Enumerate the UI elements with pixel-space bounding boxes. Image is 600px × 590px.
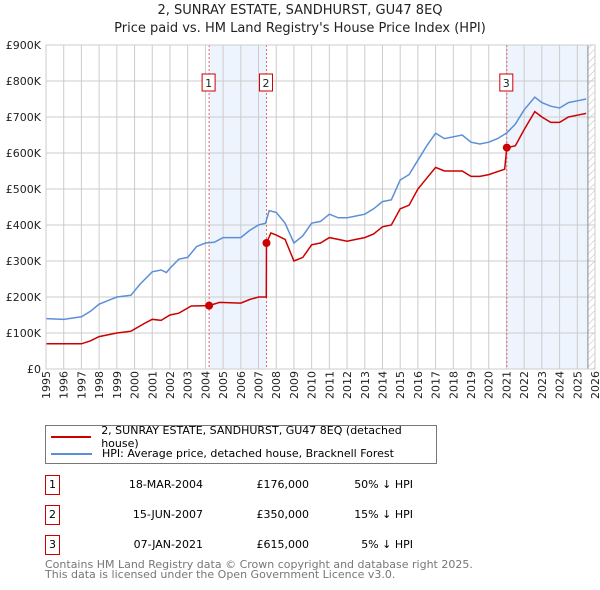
x-tick-label: 2024 xyxy=(554,371,567,399)
x-tick-label: 2021 xyxy=(500,371,513,399)
sale-row: 1 18-MAR-2004 £176,000 50% ↓ HPI xyxy=(45,475,445,495)
x-tick-label: 2016 xyxy=(412,371,425,399)
x-tick-label: 1999 xyxy=(111,371,124,399)
x-tick-label: 1995 xyxy=(40,371,53,399)
x-tick-label: 2022 xyxy=(518,371,531,399)
y-tick-label: £200K xyxy=(6,291,42,304)
chart-title: 2, SUNRAY ESTATE, SANDHURST, GU47 8EQ xyxy=(157,3,443,18)
x-tick-label: 1998 xyxy=(93,371,106,399)
x-tick-label: 1996 xyxy=(58,371,71,399)
sale-price: £176,000 xyxy=(256,478,310,491)
sale-box xyxy=(201,73,216,92)
x-tick-label: 2012 xyxy=(341,371,354,399)
sale-row: 3 07-JAN-2021 £615,000 5% ↓ HPI xyxy=(45,535,445,555)
y-tick-label: £600K xyxy=(6,147,42,160)
x-tick-label: 2003 xyxy=(182,371,195,399)
legend: 2, SUNRAY ESTATE, SANDHURST, GU47 8EQ (d… xyxy=(45,423,437,464)
sale-point xyxy=(502,143,511,152)
sale-box xyxy=(258,73,273,92)
y-tick-label: £100K xyxy=(6,327,42,340)
legend-swatch-hpi xyxy=(51,452,92,455)
sale-point xyxy=(262,239,271,247)
y-tick-label: £400K xyxy=(6,219,42,232)
x-tick-label: 2020 xyxy=(483,371,496,399)
hpi-line xyxy=(45,96,587,321)
footer: Contains HM Land Registry data © Crown c… xyxy=(45,558,473,581)
x-tick-label: 2007 xyxy=(253,371,266,399)
sale-box-label: 1 xyxy=(205,77,212,90)
x-tick-label: 2002 xyxy=(164,371,177,399)
x-tick-label: 2011 xyxy=(323,371,336,399)
x-tick-label: 2006 xyxy=(235,371,248,399)
sale-price: £350,000 xyxy=(256,508,310,521)
shaded-period xyxy=(209,45,267,369)
plot-area: 1995 1996 1997 1998 1999 2000 2001 2002 2003 2004… xyxy=(6,39,600,399)
sale-marker-label: 3 xyxy=(45,535,60,555)
x-tick-label: 2026 xyxy=(589,371,600,399)
x-tick-label: 2005 xyxy=(217,371,230,399)
sale-hpi-diff: 5% ↓ HPI xyxy=(361,538,413,551)
sale-price: £615,000 xyxy=(256,538,310,551)
x-tick-label: 2001 xyxy=(146,371,159,399)
shaded-period xyxy=(506,45,588,369)
x-tick-label: 2004 xyxy=(199,371,212,399)
x-tick-label: 2018 xyxy=(447,371,460,399)
sale-box xyxy=(499,73,514,92)
sale-box-label: 2 xyxy=(262,77,269,90)
x-tick-label: 2019 xyxy=(465,371,478,399)
chart-subtitle: Price paid vs. HM Land Registry's House … xyxy=(114,21,486,36)
footer-line-2: This data is licensed under the Open Gov… xyxy=(45,568,396,581)
plot-border xyxy=(45,44,596,370)
sale-date: 15-JUN-2007 xyxy=(132,508,203,521)
legend-label-hpi: HPI: Average price, detached house, Brac… xyxy=(102,447,394,460)
x-tick-label: 1997 xyxy=(75,371,88,399)
x-tick-label: 2009 xyxy=(288,371,301,399)
sale-marker-label: 1 xyxy=(45,475,60,495)
footer-line-1: Contains HM Land Registry data © Crown c… xyxy=(45,558,473,571)
sale-point xyxy=(205,301,214,310)
x-tick-label: 2023 xyxy=(536,371,549,399)
y-tick-label: £500K xyxy=(6,183,42,196)
forecast-hatch xyxy=(587,45,595,369)
sale-hpi-diff: 50% ↓ HPI xyxy=(354,478,413,491)
x-tick-label: 2000 xyxy=(129,371,142,399)
y-tick-label: £0 xyxy=(27,363,41,376)
sale-marker-label: 2 xyxy=(45,505,60,525)
sale-hpi-diff: 15% ↓ HPI xyxy=(354,508,413,521)
y-tick-label: £800K xyxy=(6,75,42,88)
x-tick-label: 2015 xyxy=(394,371,407,399)
x-tick-label: 2008 xyxy=(270,371,283,399)
y-tick-label: £900K xyxy=(6,39,42,52)
x-tick-label: 2025 xyxy=(571,371,584,399)
x-tick-label: 2013 xyxy=(359,371,372,399)
sale-box-label: 3 xyxy=(503,77,510,90)
x-tick-label: 2014 xyxy=(376,371,389,399)
sale-date: 07-JAN-2021 xyxy=(133,538,203,551)
sale-row: 2 15-JUN-2007 £350,000 15% ↓ HPI xyxy=(45,505,445,525)
x-tick-label: 2010 xyxy=(306,371,319,399)
x-tick-label: 2017 xyxy=(430,371,443,399)
legend-label-property: 2, SUNRAY ESTATE, SANDHURST, GU47 8EQ (d… xyxy=(101,423,402,450)
legend-swatch-property xyxy=(51,435,92,438)
y-tick-label: £300K xyxy=(6,255,42,268)
sale-date: 18-MAR-2004 xyxy=(128,478,203,491)
y-tick-label: £700K xyxy=(6,111,42,124)
